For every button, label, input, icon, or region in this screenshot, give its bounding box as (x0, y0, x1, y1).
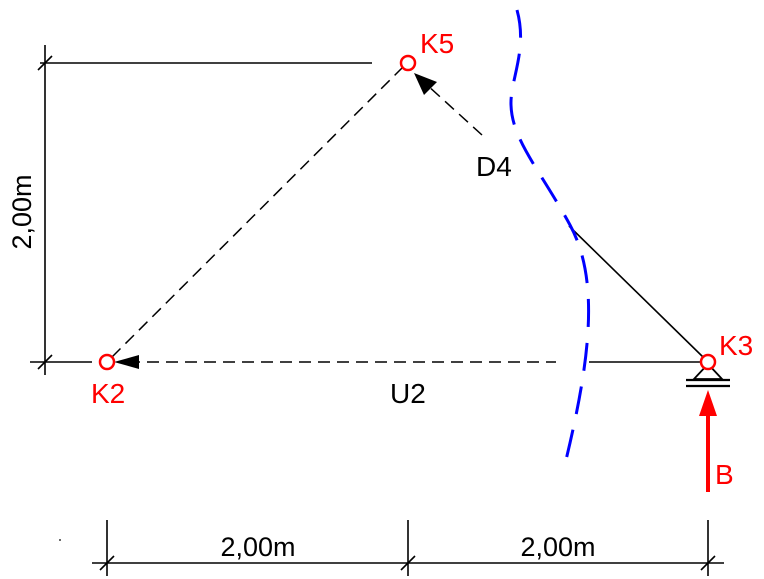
node-k5 (399, 54, 417, 72)
horizontal-dimension-left-label: 2,00m (220, 532, 295, 562)
support-k3 (686, 362, 730, 388)
horizontal-dimension-left-tick (99, 555, 115, 571)
member-u2-arrowhead (114, 355, 139, 369)
vertical-dimension-top-tick (37, 55, 53, 71)
vertical-dimension-bottom-tick (37, 354, 53, 370)
horizontal-dimension-middle-tick (400, 555, 416, 571)
reaction-force-label: B (715, 459, 734, 490)
vertical-dimension-label: 2,00m (7, 174, 37, 249)
member-d4-force-line (425, 83, 483, 136)
member-d4-arrowhead (414, 73, 437, 95)
truss-members (111, 67, 704, 369)
member-k2-k5 (111, 67, 403, 358)
truss-nodes (98, 54, 717, 371)
node-label-k2: K2 (91, 378, 125, 409)
stray-dot (59, 539, 61, 541)
section-cut-line (509, 9, 591, 461)
node-k3 (699, 353, 717, 371)
vertical-dimension: 2,00m (7, 45, 372, 375)
reaction-force-b: B (699, 390, 734, 492)
member-label-d4: D4 (476, 151, 512, 182)
node-k2 (98, 353, 116, 371)
node-label-k3: K3 (719, 330, 753, 361)
horizontal-dimension-right-tick (700, 555, 716, 571)
horizontal-dimension-right-label: 2,00m (520, 532, 595, 562)
member-label-u2: U2 (390, 378, 426, 409)
horizontal-dimension: 2,00m 2,00m (59, 520, 724, 576)
reaction-force-arrowhead (699, 390, 717, 416)
node-label-k5: K5 (420, 28, 454, 59)
member-d4-solid (568, 225, 704, 358)
